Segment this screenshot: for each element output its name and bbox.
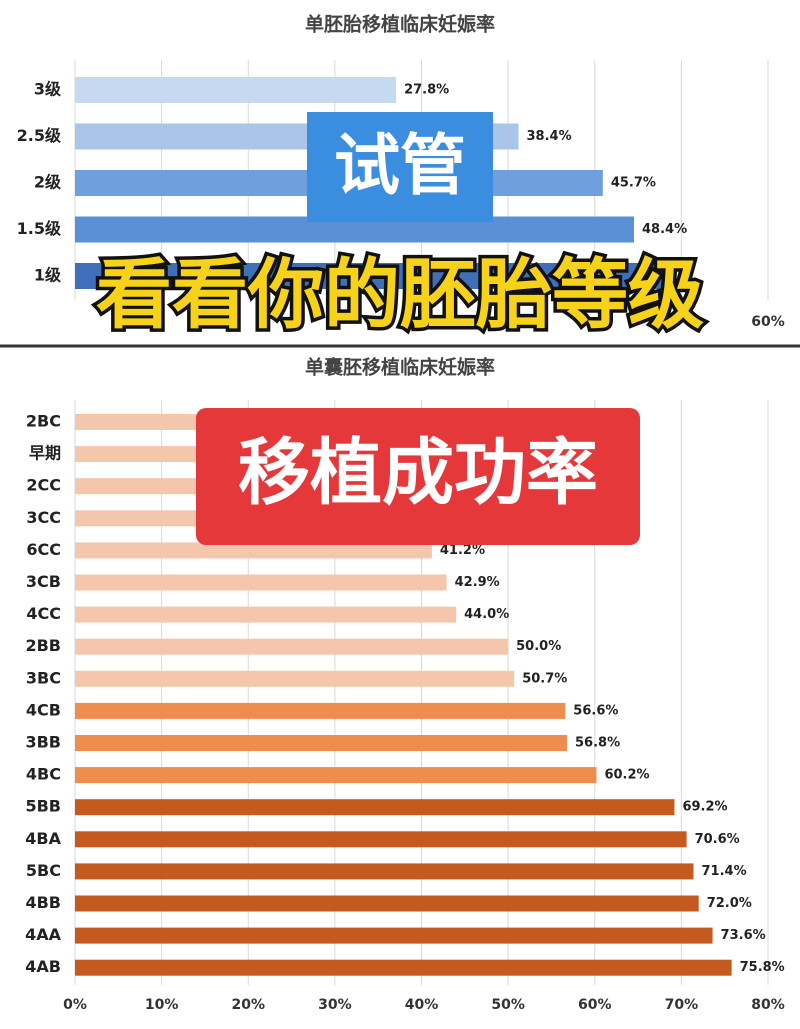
x-tick-label: 30% xyxy=(318,997,352,1013)
bar xyxy=(75,702,566,719)
value-label: 71.4% xyxy=(702,864,747,879)
y-tick-label: 2BC xyxy=(26,412,61,431)
chart-title: 单囊胚移植临床妊娠率 xyxy=(305,356,495,379)
x-tick-label: 40% xyxy=(405,997,439,1013)
chart-title: 单胚胎移植临床妊娠率 xyxy=(305,13,495,36)
y-tick-label: 2CC xyxy=(26,476,61,495)
value-label: 27.8% xyxy=(404,83,449,98)
x-tick-label: 70% xyxy=(665,997,699,1013)
y-tick-label: 5BB xyxy=(25,797,61,816)
value-label: 69.2% xyxy=(682,800,727,815)
y-tick-label: 3BC xyxy=(26,668,61,687)
bar xyxy=(75,263,665,289)
bar xyxy=(75,831,687,848)
value-label: 72.0% xyxy=(707,896,752,911)
bar xyxy=(75,927,713,944)
value-label: 70.6% xyxy=(695,832,740,847)
y-tick-label: 3级 xyxy=(34,80,62,99)
value-label: 45.7% xyxy=(611,176,656,191)
bar xyxy=(75,895,699,912)
value-label: 50.7% xyxy=(522,671,567,686)
x-tick-label: 0% xyxy=(63,997,87,1013)
x-tick-label: 80% xyxy=(751,997,785,1013)
y-tick-label: 4CB xyxy=(26,700,61,719)
bar xyxy=(75,735,568,751)
y-tick-label: 5BC xyxy=(26,861,61,880)
value-label: 60.2% xyxy=(604,768,649,783)
value-label: 48.4% xyxy=(642,222,687,237)
y-tick-label: 2级 xyxy=(34,173,62,192)
y-tick-label: 3CB xyxy=(26,572,61,591)
y-tick-label: 2BB xyxy=(25,636,61,655)
y-tick-label: 4CC xyxy=(26,604,61,623)
y-tick-label: 4BB xyxy=(25,893,61,912)
value-label: 38.4% xyxy=(527,129,572,144)
y-tick-label: 1.5级 xyxy=(17,219,62,238)
bar xyxy=(75,959,732,976)
value-label: 75.8% xyxy=(740,960,785,975)
y-tick-label: 4AA xyxy=(25,925,62,944)
x-tick-label: 50% xyxy=(491,997,525,1013)
badge-bottom: 移植成功率 xyxy=(238,431,598,515)
value-label: 73.6% xyxy=(721,928,766,943)
y-tick-label: 6CC xyxy=(26,540,61,559)
y-tick-label: 3BB xyxy=(25,733,61,752)
bar xyxy=(75,77,397,103)
value-label: 56.8% xyxy=(575,736,620,751)
bar xyxy=(75,606,457,623)
bar xyxy=(75,574,447,591)
bar xyxy=(75,542,432,559)
bar xyxy=(75,799,675,816)
bar xyxy=(75,670,515,687)
x-tick-label: 10% xyxy=(145,997,179,1013)
y-tick-label: 4BC xyxy=(26,765,61,784)
x-tick-label: 20% xyxy=(231,997,265,1013)
bar xyxy=(75,863,694,880)
x-tick-label: 60% xyxy=(578,997,612,1013)
value-label: 41.2% xyxy=(440,543,485,558)
y-tick-label: 3CC xyxy=(26,508,61,527)
y-tick-label: 4BA xyxy=(25,829,61,848)
badge-top: 试管 xyxy=(334,127,466,204)
value-label: 44.0% xyxy=(464,607,509,622)
y-tick-label: 1级 xyxy=(34,266,62,285)
y-tick-label: 早期 xyxy=(29,444,61,463)
y-tick-label: 4AB xyxy=(25,957,61,976)
bar xyxy=(75,767,597,784)
badge-bottom-box xyxy=(196,408,640,545)
value-label: 50.0% xyxy=(516,639,561,654)
value-label: 42.9% xyxy=(455,575,500,590)
x-tick-label: 60% xyxy=(751,314,785,330)
y-tick-label: 2.5级 xyxy=(17,126,62,145)
headline: 看看你的胚胎等级 xyxy=(96,250,704,339)
badge-top-box xyxy=(307,112,493,222)
value-label: 56.6% xyxy=(573,703,618,718)
bar xyxy=(75,638,509,655)
